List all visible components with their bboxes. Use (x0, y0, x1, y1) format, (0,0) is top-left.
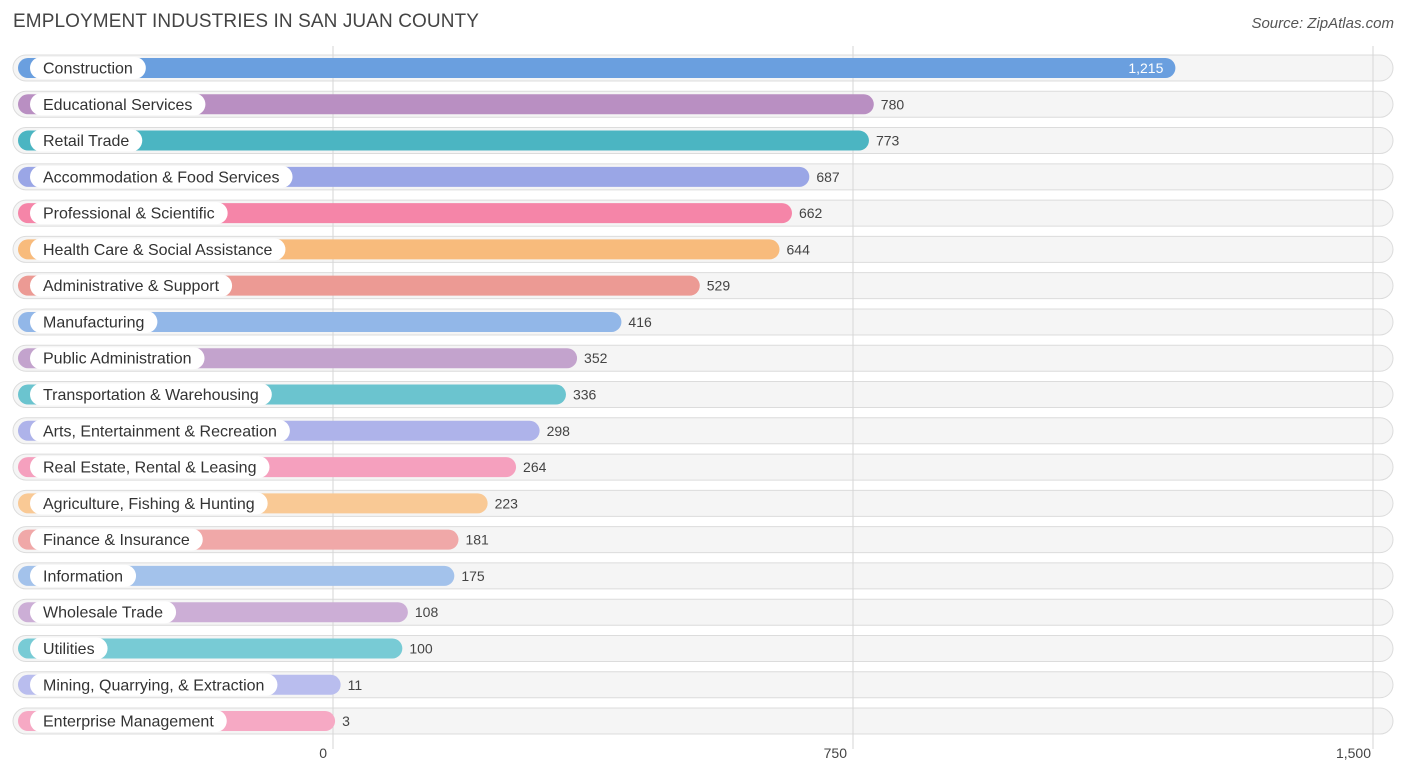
tick-label-2: 1,500 (1336, 745, 1371, 761)
category-pill-12 (30, 492, 268, 515)
value-label-0: 1,215 (1128, 60, 1163, 76)
value-label-10: 298 (547, 423, 571, 439)
category-pill-6 (30, 274, 233, 297)
category-pill-1 (30, 93, 206, 116)
value-label-13: 181 (465, 532, 489, 548)
value-label-18: 3 (342, 713, 350, 729)
value-label-16: 100 (409, 640, 433, 656)
bar-0 (18, 58, 1176, 78)
row-track (12, 671, 1394, 699)
bars: Construction 1,215 Educational Services 780… (18, 57, 1176, 733)
value-label-11: 264 (523, 459, 547, 475)
value-label-14: 175 (461, 568, 485, 584)
row-track (12, 707, 1394, 735)
value-label-12: 223 (495, 495, 519, 511)
category-label-11: Real Estate, Rental & Leasing (43, 460, 256, 477)
category-pill-3 (30, 165, 293, 188)
category-pill-13 (30, 528, 203, 551)
category-label-8: Public Administration (43, 351, 192, 368)
value-label-9: 336 (573, 387, 597, 403)
category-label-1: Educational Services (43, 97, 192, 114)
chart-title: EMPLOYMENT INDUSTRIES IN SAN JUAN COUNTY (13, 11, 480, 32)
category-label-15: Wholesale Trade (43, 605, 163, 622)
bar-2 (18, 130, 869, 151)
tick-label-1: 750 (824, 745, 848, 761)
category-label-16: Utilities (43, 641, 95, 658)
bar-7 (18, 311, 622, 332)
value-label-1: 780 (881, 96, 905, 112)
category-pill-8 (30, 347, 205, 370)
category-label-7: Manufacturing (43, 314, 144, 331)
category-pill-10 (30, 419, 290, 442)
category-pill-0 (30, 57, 146, 79)
category-label-5: Health Care & Social Assistance (43, 242, 273, 259)
category-pill-16 (30, 637, 108, 660)
bar-1 (18, 94, 874, 115)
value-label-7: 416 (628, 314, 652, 330)
value-label-5: 644 (787, 241, 811, 257)
category-label-10: Arts, Entertainment & Recreation (43, 423, 277, 440)
category-label-18: Enterprise Management (43, 714, 214, 731)
category-label-2: Retail Trade (43, 133, 129, 150)
category-label-0: Construction (43, 61, 133, 78)
category-pill-5 (30, 238, 286, 261)
tick-label-0: 0 (319, 745, 327, 761)
chart-source: Source: ZipAtlas.com (1251, 15, 1394, 32)
category-pill-15 (30, 601, 177, 624)
category-label-14: Information (43, 568, 123, 585)
category-pill-14 (30, 564, 137, 587)
category-pill-9 (30, 383, 272, 406)
category-label-17: Mining, Quarrying, & Extraction (43, 677, 264, 694)
value-label-6: 529 (707, 278, 731, 294)
bar-16 (18, 638, 403, 659)
category-pill-7 (30, 310, 158, 333)
category-label-13: Finance & Insurance (43, 532, 190, 549)
category-label-3: Accommodation & Food Services (43, 169, 280, 186)
value-label-3: 687 (816, 169, 840, 185)
category-pill-17 (30, 673, 278, 696)
category-pill-2 (30, 129, 143, 152)
x-axis: 0 750 1,500 (319, 745, 1371, 761)
category-label-6: Administrative & Support (43, 278, 220, 295)
value-label-4: 662 (799, 205, 823, 221)
value-label-2: 773 (876, 133, 900, 149)
value-label-15: 108 (415, 604, 439, 620)
category-pill-18 (30, 710, 227, 733)
value-label-17: 11 (348, 677, 363, 693)
category-pill-11 (30, 456, 270, 479)
category-label-9: Transportation & Warehousing (43, 387, 259, 404)
category-label-12: Agriculture, Fishing & Hunting (43, 496, 255, 513)
category-label-4: Professional & Scientific (43, 206, 215, 223)
value-label-8: 352 (584, 350, 608, 366)
category-pill-4 (30, 202, 228, 225)
